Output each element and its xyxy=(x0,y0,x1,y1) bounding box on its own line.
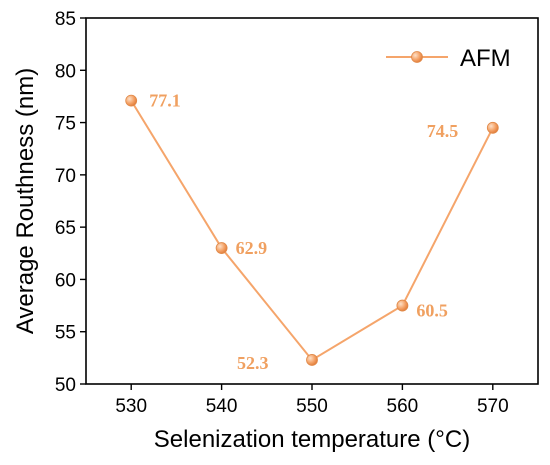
x-tick-label: 530 xyxy=(115,396,147,417)
x-axis-ticks: 530 540 550 560 570 xyxy=(115,384,509,417)
y-tick-label: 70 xyxy=(55,166,76,187)
y-tick-label: 75 xyxy=(55,114,76,135)
y-tick-label: 55 xyxy=(55,323,76,344)
data-label: 74.5 xyxy=(427,121,459,141)
plot-area xyxy=(85,17,539,385)
y-axis-title: Average Routhness (nm) xyxy=(12,68,39,334)
data-label: 52.3 xyxy=(237,353,269,373)
y-tick-label: 60 xyxy=(55,270,76,291)
legend-label: AFM xyxy=(460,45,511,72)
series-layer: 77.1 62.9 52.3 60.5 74.5 xyxy=(125,91,499,373)
y-axis-ticks: 50 55 60 65 70 75 80 85 xyxy=(55,9,86,396)
x-axis-title: Selenization temperature (°C) xyxy=(154,426,470,453)
legend: AFM xyxy=(386,45,511,72)
x-tick-label: 560 xyxy=(387,396,419,417)
data-label: 62.9 xyxy=(236,238,268,258)
data-point xyxy=(215,242,228,254)
x-tick-label: 570 xyxy=(477,396,509,417)
y-tick-label: 65 xyxy=(55,218,76,239)
data-point xyxy=(396,299,409,312)
data-point xyxy=(486,121,499,134)
data-label: 77.1 xyxy=(149,91,181,111)
y-tick-label: 80 xyxy=(55,61,76,82)
legend-marker xyxy=(411,51,423,63)
data-point xyxy=(125,94,138,107)
x-tick-label: 540 xyxy=(206,396,238,417)
data-label: 60.5 xyxy=(416,301,448,321)
x-tick-label: 550 xyxy=(296,396,328,417)
y-tick-label: 50 xyxy=(55,375,76,396)
data-point xyxy=(306,354,318,366)
y-tick-label: 85 xyxy=(55,9,76,30)
